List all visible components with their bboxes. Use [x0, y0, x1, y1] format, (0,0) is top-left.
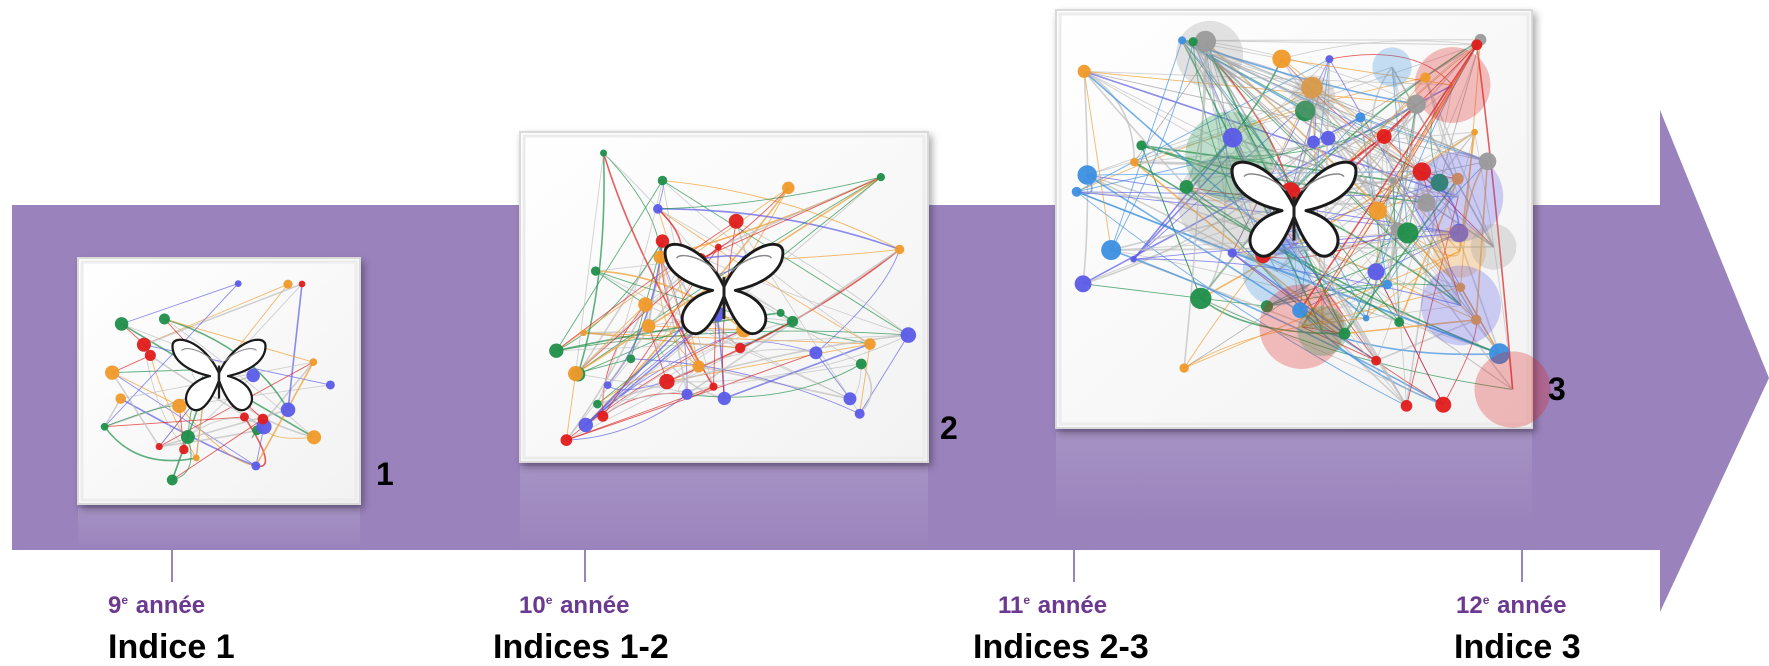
panel-number-2: 2 — [940, 410, 958, 446]
tick-mark-11 — [1073, 550, 1075, 582]
indice-label-1: Indice 1 — [108, 628, 235, 666]
panel-number-1: 1 — [376, 456, 394, 492]
indice-label-4: Indice 3 — [1454, 628, 1581, 666]
butterfly-icon — [663, 243, 785, 336]
network-panel-1 — [77, 257, 361, 550]
panel-number-3: 3 — [1548, 371, 1566, 407]
butterfly-icon — [171, 338, 267, 412]
network-panel-2 — [519, 131, 929, 550]
panel-reflection — [1056, 432, 1532, 522]
tick-mark-12 — [1521, 550, 1523, 582]
year-label-12: 12e année — [1456, 592, 1567, 619]
butterfly-icon — [1230, 160, 1358, 258]
year-label-10: 10e année — [519, 592, 630, 619]
tick-mark-9 — [171, 550, 173, 582]
year-label-9: 9e année — [108, 592, 206, 619]
panel-reflection — [78, 508, 360, 550]
tick-mark-10 — [584, 550, 586, 582]
indice-label-2: Indices 1-2 — [493, 628, 669, 666]
year-label-11: 11e année — [998, 592, 1108, 619]
network-panel-3 — [1055, 9, 1551, 522]
panel-reflection — [520, 466, 928, 550]
indice-label-3: Indices 2-3 — [973, 628, 1149, 666]
